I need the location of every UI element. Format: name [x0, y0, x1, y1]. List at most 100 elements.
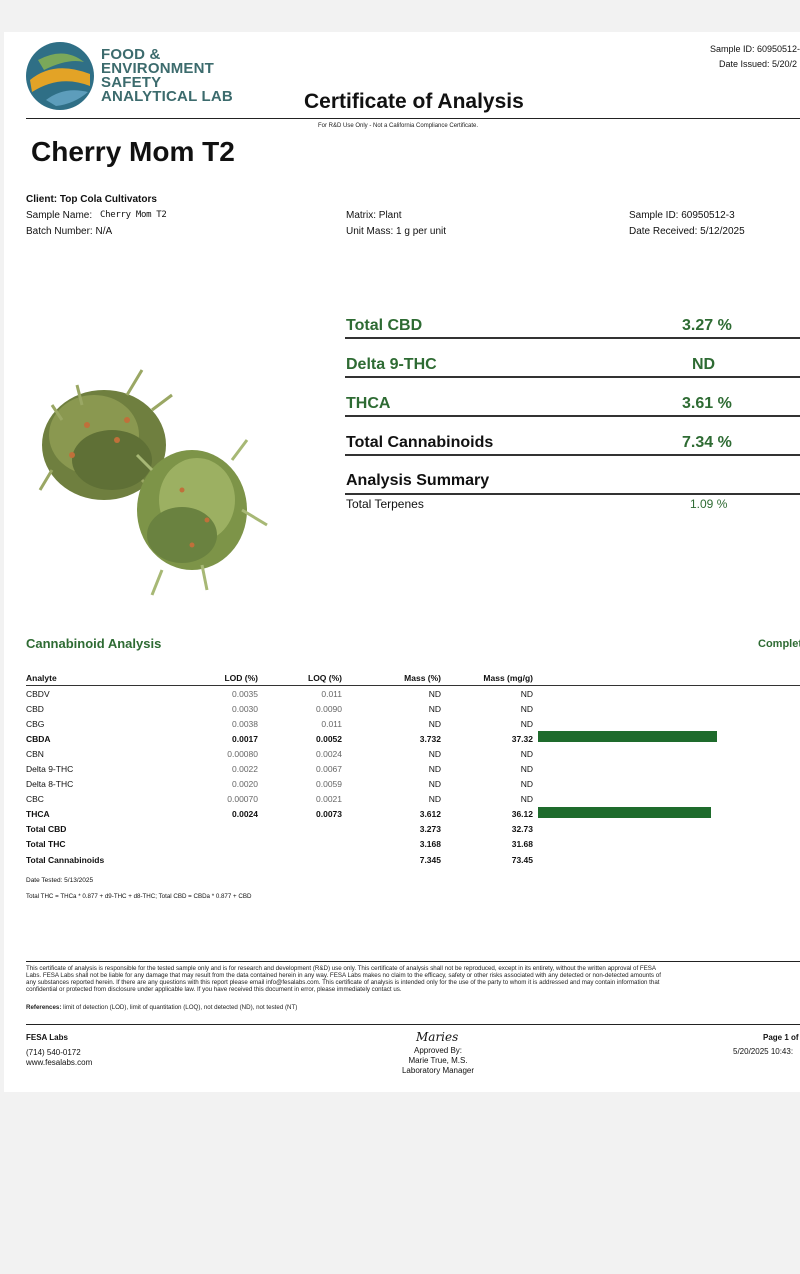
- analyte-cell: CBDA: [26, 733, 51, 744]
- footer-company: FESA Labs: [26, 1033, 68, 1042]
- loq-cell: 0.0024: [316, 748, 342, 759]
- mass-pct-cell: ND: [428, 764, 441, 775]
- loq-cell: 0.011: [321, 688, 342, 699]
- strain-name: Cherry Mom T2: [31, 136, 235, 167]
- cannabinoid-analysis-title: Cannabinoid Analysis: [26, 636, 162, 651]
- mass-pct-cell: 3.732: [419, 733, 441, 744]
- column-header: LOQ (%): [258, 671, 342, 686]
- terpenes-value: 1.09 %: [690, 497, 728, 511]
- disclaimer: For R&D Use Only - Not a California Comp…: [318, 123, 479, 129]
- mass-mg-cell: 31.68: [511, 839, 533, 850]
- approved-by-label: Approved By:: [413, 1046, 463, 1055]
- summary-label-total-cbd: Total CBD: [346, 317, 423, 334]
- mass-mg-cell: ND: [520, 764, 533, 775]
- total-row: Total CBD 3.273 32.73: [26, 822, 800, 837]
- header-sample-id: Sample ID: 60950512-: [710, 44, 800, 54]
- summary-label-thca: THCA: [346, 395, 391, 412]
- analyte-cell: Total Cannabinoids: [26, 854, 105, 865]
- legal-text-line: Labs. FESA Labs shall not be liable for …: [26, 972, 661, 979]
- analyte-cell: Total THC: [26, 839, 66, 850]
- summary-value-total-cannabinoids: 7.34 %: [682, 434, 732, 451]
- references: References: limit of detection (LOD), li…: [26, 1004, 297, 1011]
- info-sample-id: Sample ID: 60950512-3: [629, 210, 735, 221]
- table-row: Delta 8-THC 0.0020 0.0059 ND ND: [26, 777, 800, 792]
- lod-cell: 0.0020: [232, 779, 258, 790]
- footer-divider: [26, 1024, 800, 1025]
- approver-title: Laboratory Manager: [401, 1066, 475, 1075]
- client-name: Client: Top Cola Cultivators: [26, 194, 157, 205]
- mass-mg-cell: ND: [520, 688, 533, 699]
- cbda-mass-bar: [538, 731, 717, 742]
- summary-divider: [345, 376, 800, 378]
- total-row: Total Cannabinoids 7.345 73.45: [26, 852, 800, 867]
- table-row: Delta 9-THC 0.0022 0.0067 ND ND: [26, 761, 800, 776]
- mass-pct-cell: ND: [428, 718, 441, 729]
- mass-mg-cell: ND: [520, 794, 533, 805]
- footer-website[interactable]: www.fesalabs.com: [26, 1058, 93, 1067]
- page-number: Page 1 of: [763, 1033, 799, 1042]
- header-divider: [26, 118, 800, 119]
- lod-cell: 0.0038: [232, 718, 258, 729]
- mass-pct-cell: ND: [428, 703, 441, 714]
- analyte-cell: Total CBD: [26, 824, 67, 835]
- legal-divider: [26, 961, 800, 962]
- summary-label-delta9: Delta 9-THC: [346, 356, 437, 373]
- cannabinoid-table: Analyte LOD (%) LOQ (%) Mass (%) Mass (m…: [26, 671, 800, 867]
- date-received: Date Received: 5/12/2025: [629, 226, 745, 237]
- summary-divider: [345, 454, 800, 456]
- lod-cell: 0.0022: [232, 764, 258, 775]
- analyte-cell: CBC: [26, 794, 44, 805]
- column-header: LOD (%): [146, 671, 258, 686]
- references-text: limit of detection (LOD), limit of quant…: [63, 1004, 298, 1011]
- column-header: Mass (%): [342, 671, 441, 686]
- matrix: Matrix: Plant: [346, 210, 402, 221]
- analyte-cell: CBG: [26, 718, 45, 729]
- table-row: CBG 0.0038 0.011 ND ND: [26, 716, 800, 731]
- batch-number: Batch Number: N/A: [26, 226, 113, 237]
- summary-label-total-cannabinoids: Total Cannabinoids: [346, 434, 494, 451]
- loq-cell: 0.0052: [316, 733, 342, 744]
- sample-name-value: Cherry Mom T2: [100, 210, 167, 220]
- mass-pct-cell: 3.612: [419, 809, 441, 820]
- lod-cell: 0.00080: [227, 748, 258, 759]
- mass-pct-cell: 3.273: [419, 824, 441, 835]
- analyte-cell: Delta 8-THC: [26, 779, 74, 790]
- sample-name-label: Sample Name:: [26, 210, 93, 221]
- footer-phone: (714) 540-0172: [26, 1048, 81, 1057]
- product-photo: [38, 369, 268, 596]
- lod-cell: 0.0030: [232, 703, 258, 714]
- mass-mg-cell: 37.32: [511, 733, 533, 744]
- mass-pct-cell: 7.345: [419, 854, 441, 865]
- column-header: Mass (mg/g): [441, 671, 533, 686]
- unit-mass: Unit Mass: 1 g per unit: [346, 226, 447, 237]
- legal-text-line: This certificate of analysis is responsi…: [26, 965, 657, 972]
- mass-pct-cell: ND: [428, 748, 441, 759]
- table-row: CBC 0.00070 0.0021 ND ND: [26, 792, 800, 807]
- lod-cell: 0.0017: [232, 733, 258, 744]
- mass-pct-cell: ND: [428, 794, 441, 805]
- analyte-cell: Delta 9-THC: [26, 764, 74, 775]
- header-date-issued: Date Issued: 5/20/2: [719, 59, 798, 69]
- table-header-row: Analyte LOD (%) LOQ (%) Mass (%) Mass (m…: [26, 671, 800, 686]
- bar-column-header: [533, 671, 800, 686]
- lod-cell: 0.0035: [232, 688, 258, 699]
- table-row: CBDA 0.0017 0.0052 3.732 37.32: [26, 731, 800, 746]
- summary-divider: [345, 493, 800, 495]
- mass-mg-cell: ND: [520, 748, 533, 759]
- top-bar: [0, 0, 800, 32]
- summary-value-thca: 3.61 %: [682, 395, 732, 412]
- analysis-status: Complet: [758, 638, 800, 650]
- calculation-formula: Total THC = THCa * 0.877 + d9-THC + d8-T…: [26, 893, 252, 900]
- lod-cell: 0.00070: [227, 794, 258, 805]
- signature: Maries: [416, 1030, 459, 1044]
- analysis-summary-heading: Analysis Summary: [346, 472, 490, 489]
- lod-cell: 0.0024: [232, 809, 258, 820]
- loq-cell: 0.0073: [316, 809, 342, 820]
- loq-cell: 0.0021: [316, 794, 342, 805]
- table-row: CBD 0.0030 0.0090 ND ND: [26, 701, 800, 716]
- column-header: Analyte: [26, 671, 146, 686]
- mass-mg-cell: ND: [520, 779, 533, 790]
- thca-mass-bar: [538, 807, 711, 818]
- mass-mg-cell: 36.12: [511, 809, 533, 820]
- mass-mg-cell: 32.73: [511, 824, 533, 835]
